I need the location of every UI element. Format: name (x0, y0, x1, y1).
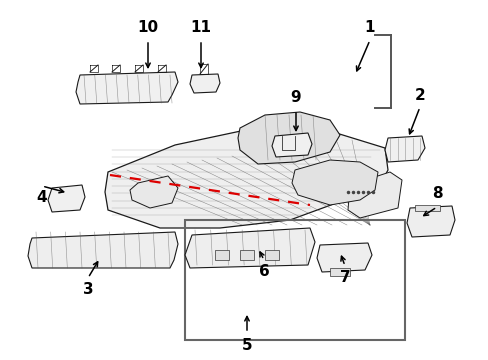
Text: 5: 5 (241, 338, 252, 352)
Polygon shape (130, 176, 178, 208)
Polygon shape (384, 136, 424, 162)
Polygon shape (238, 112, 339, 164)
Bar (264, 250, 279, 260)
Text: 10: 10 (137, 21, 158, 36)
Text: 3: 3 (82, 283, 93, 297)
Polygon shape (291, 160, 377, 205)
Polygon shape (406, 206, 454, 237)
Polygon shape (271, 133, 311, 157)
Text: 4: 4 (37, 190, 47, 206)
Bar (184, 220, 404, 340)
Polygon shape (105, 128, 387, 228)
Text: 1: 1 (364, 21, 374, 36)
Polygon shape (28, 232, 178, 268)
Text: 9: 9 (290, 90, 301, 105)
Polygon shape (76, 72, 178, 104)
Text: 2: 2 (414, 87, 425, 103)
Text: 8: 8 (431, 185, 442, 201)
Text: 6: 6 (258, 265, 269, 279)
Bar (329, 268, 349, 276)
Polygon shape (190, 74, 220, 93)
Text: 11: 11 (190, 21, 211, 36)
Bar (240, 250, 253, 260)
Polygon shape (316, 243, 371, 272)
Polygon shape (184, 228, 314, 268)
Bar (215, 250, 228, 260)
Polygon shape (48, 185, 85, 212)
Text: 7: 7 (339, 270, 349, 285)
Polygon shape (347, 172, 401, 218)
Bar (414, 205, 439, 211)
